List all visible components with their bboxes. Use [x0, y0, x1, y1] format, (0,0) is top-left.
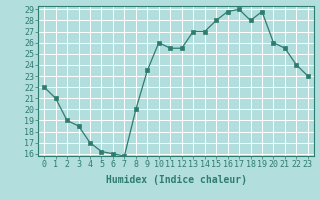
- X-axis label: Humidex (Indice chaleur): Humidex (Indice chaleur): [106, 175, 246, 185]
